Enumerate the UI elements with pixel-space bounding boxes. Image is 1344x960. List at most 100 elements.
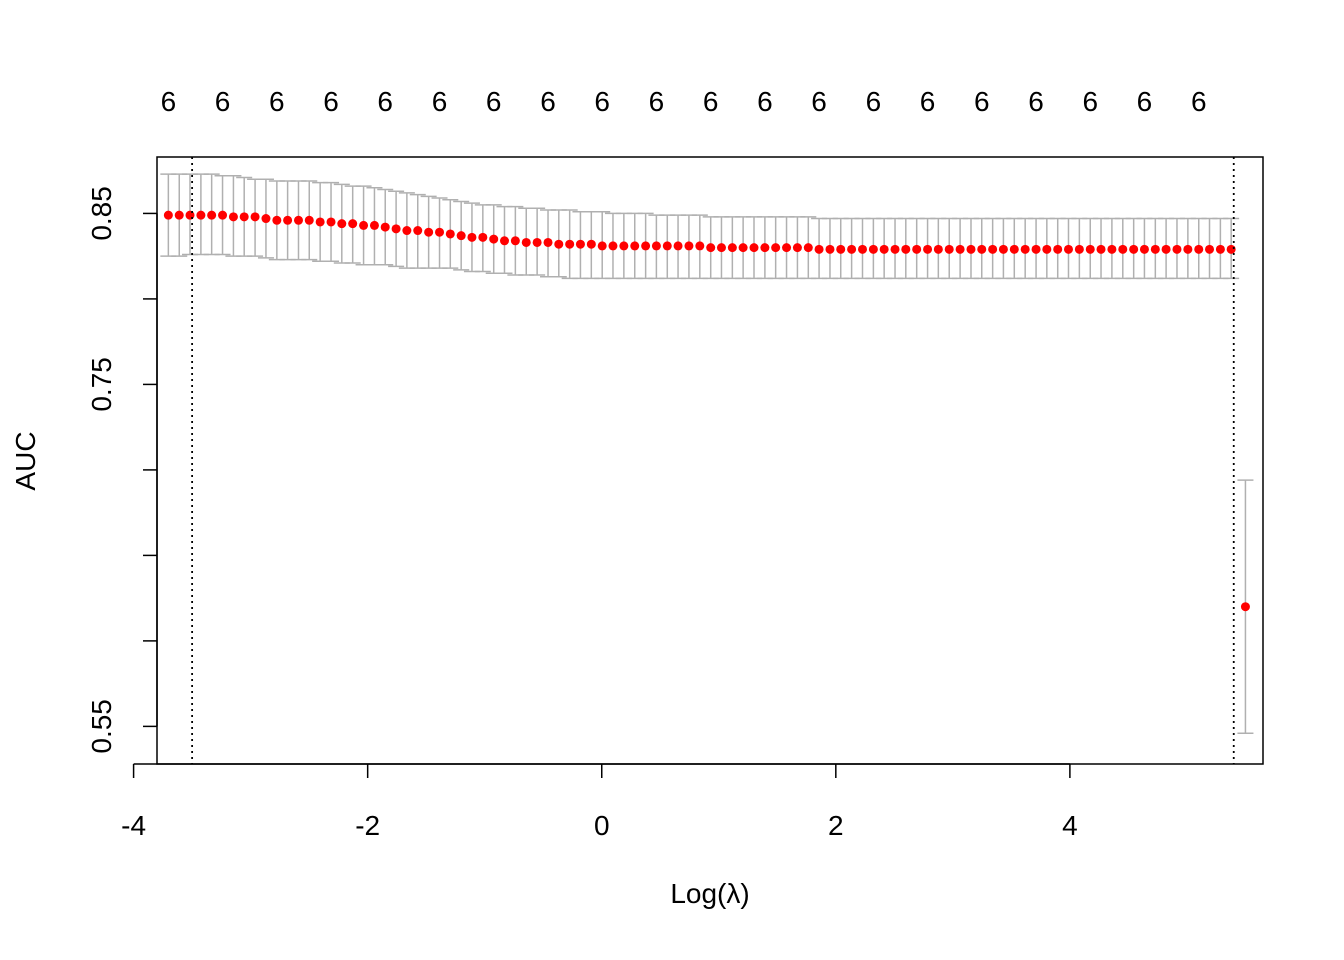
- data-point: [814, 244, 824, 254]
- data-points: [163, 210, 1250, 612]
- data-point: [716, 243, 726, 253]
- top-axis-label: 6: [1137, 86, 1153, 117]
- data-point: [369, 220, 379, 230]
- top-axis-label: 6: [540, 86, 556, 117]
- x-tick-label: -2: [355, 810, 380, 841]
- data-point: [521, 237, 531, 247]
- data-point: [293, 215, 303, 225]
- top-axis-label: 6: [1028, 86, 1044, 117]
- data-point: [857, 244, 867, 254]
- data-point: [749, 243, 759, 253]
- data-point: [218, 210, 228, 220]
- data-point: [185, 210, 195, 220]
- top-axis-label: 6: [649, 86, 665, 117]
- data-point: [977, 244, 987, 254]
- data-point: [359, 220, 369, 230]
- x-tick-label: 2: [828, 810, 844, 841]
- x-tick-label: -4: [121, 810, 146, 841]
- x-axis-title: Log(λ): [670, 878, 749, 909]
- data-point: [1215, 244, 1225, 254]
- top-axis-label: 6: [1082, 86, 1098, 117]
- data-point: [424, 227, 434, 237]
- data-point: [1096, 244, 1106, 254]
- data-point: [413, 226, 423, 236]
- data-point: [825, 244, 835, 254]
- top-axis-label: 6: [486, 86, 502, 117]
- data-point: [261, 214, 271, 224]
- top-axis-label: 6: [161, 86, 177, 117]
- data-point: [402, 226, 412, 236]
- data-point: [1063, 244, 1073, 254]
- data-point: [792, 243, 802, 253]
- top-axis-label: 6: [920, 86, 936, 117]
- data-point: [868, 244, 878, 254]
- data-point: [348, 219, 358, 229]
- top-axis-label: 6: [269, 86, 285, 117]
- data-point: [510, 236, 520, 246]
- data-point: [554, 239, 564, 249]
- data-point: [1139, 244, 1149, 254]
- data-point: [380, 222, 390, 232]
- top-axis: 6 6 6 6 6 6 6 6 6 6 6 6 6 6 6 6 6 6 6 6: [161, 86, 1207, 117]
- data-point: [760, 243, 770, 253]
- data-point: [337, 219, 347, 229]
- data-point: [727, 243, 737, 253]
- data-point: [641, 241, 651, 251]
- top-axis-label: 6: [1191, 86, 1207, 117]
- data-point: [239, 212, 249, 222]
- data-point: [445, 229, 455, 239]
- data-point: [608, 241, 618, 251]
- top-axis-label: 6: [974, 86, 990, 117]
- data-point: [695, 241, 705, 251]
- data-point: [489, 234, 499, 244]
- data-point: [988, 244, 998, 254]
- x-axis: -4 -2 0 2 4: [121, 763, 1078, 841]
- data-point: [532, 237, 542, 247]
- data-point: [586, 239, 596, 249]
- data-point: [619, 241, 629, 251]
- top-axis-label: 6: [215, 86, 231, 117]
- y-tick-label: 0.55: [86, 699, 117, 754]
- top-axis-label: 6: [594, 86, 610, 117]
- data-point: [228, 212, 238, 222]
- data-point: [662, 241, 672, 251]
- data-point: [272, 215, 282, 225]
- data-point: [1053, 244, 1063, 254]
- data-point: [174, 210, 184, 220]
- top-axis-label: 6: [377, 86, 393, 117]
- data-point: [706, 243, 716, 253]
- data-point: [684, 241, 694, 251]
- data-point: [1172, 244, 1182, 254]
- data-point: [738, 243, 748, 253]
- top-axis-label: 6: [866, 86, 882, 117]
- top-axis-label: 6: [432, 86, 448, 117]
- top-axis-label: 6: [323, 86, 339, 117]
- data-point: [1031, 244, 1041, 254]
- data-point: [847, 244, 857, 254]
- data-point: [1161, 244, 1171, 254]
- data-point: [1150, 244, 1160, 254]
- data-point: [1240, 602, 1250, 612]
- data-point: [879, 244, 889, 254]
- data-point: [1042, 244, 1052, 254]
- data-point: [933, 244, 943, 254]
- data-point: [923, 244, 933, 254]
- data-point: [1074, 244, 1084, 254]
- data-point: [803, 243, 813, 253]
- data-point: [207, 210, 217, 220]
- data-point: [771, 243, 781, 253]
- x-tick-label: 0: [594, 810, 610, 841]
- data-point: [467, 232, 477, 242]
- data-point: [955, 244, 965, 254]
- data-point: [998, 244, 1008, 254]
- x-tick-label: 4: [1062, 810, 1078, 841]
- y-axis-title: AUC: [10, 431, 41, 490]
- data-point: [890, 244, 900, 254]
- data-point: [673, 241, 683, 251]
- data-point: [543, 237, 553, 247]
- data-point: [456, 231, 466, 241]
- top-axis-label: 6: [757, 86, 773, 117]
- data-point: [391, 224, 401, 234]
- data-point: [966, 244, 976, 254]
